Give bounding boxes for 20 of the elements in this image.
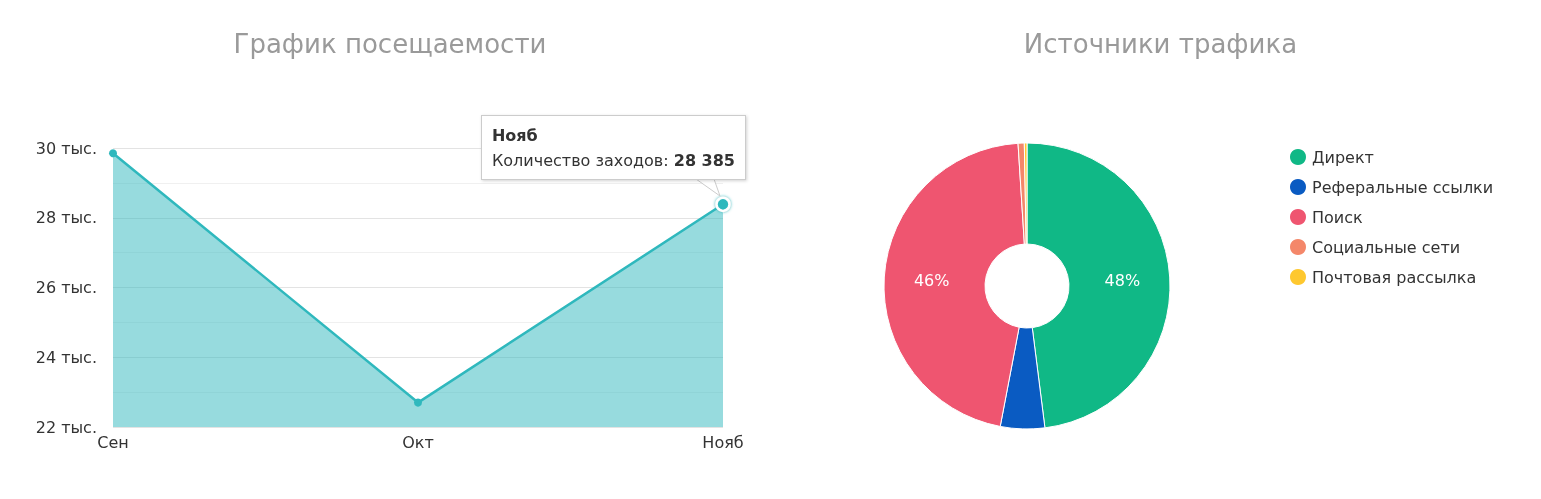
chart-title: Источники трафика [1023,29,1298,59]
legend-label: Поиск [1312,207,1364,227]
point [109,149,117,158]
y-tick-label: 28 тыс. [35,208,97,228]
legend-label: Социальные сети [1312,237,1461,257]
y-tick-label: 24 тыс. [35,347,97,367]
y-tick-label: 26 тыс. [35,278,97,297]
chart-title: График посещаемости [233,29,547,59]
annotation: Нояб Количество заходов: 28 385 [491,126,735,173]
data-label: 48% [1104,270,1141,290]
x-tick-label: Нояб [702,432,744,452]
y-tick-label: 22 тыс. [35,417,97,437]
x-tick-label: Сен [97,432,129,452]
y-tick-label: 30 тыс. [35,138,97,158]
legend-label: Директ [1312,147,1374,167]
point [414,398,422,407]
x-tick-label: Окт [402,432,434,452]
legend-label: Реферальные ссылки [1312,177,1494,197]
legend-label: Почтовая рассылка [1312,267,1477,287]
data-label: 46% [913,270,950,290]
